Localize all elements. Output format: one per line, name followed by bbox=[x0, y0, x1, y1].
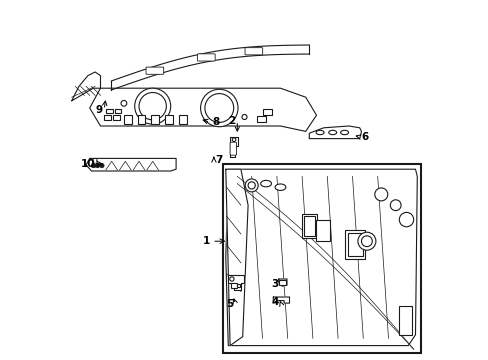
Circle shape bbox=[247, 182, 255, 189]
Bar bbox=[104, 115, 111, 120]
Bar bbox=[223, 164, 420, 353]
Bar bbox=[151, 115, 159, 124]
Bar bbox=[230, 283, 237, 288]
Ellipse shape bbox=[328, 130, 336, 135]
Bar bbox=[137, 115, 145, 124]
Circle shape bbox=[232, 138, 235, 141]
Polygon shape bbox=[89, 88, 316, 131]
Circle shape bbox=[95, 163, 100, 168]
Bar bbox=[279, 280, 285, 285]
Text: 1: 1 bbox=[203, 236, 210, 246]
Bar bbox=[164, 115, 172, 124]
Text: 4: 4 bbox=[271, 297, 278, 307]
Polygon shape bbox=[72, 72, 101, 101]
Bar bbox=[257, 116, 265, 122]
Bar bbox=[237, 284, 240, 287]
Bar bbox=[115, 109, 121, 113]
Circle shape bbox=[244, 179, 258, 192]
Polygon shape bbox=[86, 158, 176, 171]
FancyBboxPatch shape bbox=[244, 48, 262, 55]
Ellipse shape bbox=[260, 180, 271, 187]
Bar bbox=[123, 115, 132, 124]
Circle shape bbox=[100, 163, 104, 168]
Bar bbox=[316, 220, 329, 241]
Bar bbox=[399, 306, 411, 335]
Circle shape bbox=[91, 163, 95, 168]
Circle shape bbox=[200, 89, 238, 127]
Text: 8: 8 bbox=[212, 117, 219, 127]
Bar bbox=[303, 216, 314, 236]
Bar bbox=[262, 109, 271, 115]
Ellipse shape bbox=[316, 130, 324, 135]
Polygon shape bbox=[225, 169, 416, 346]
FancyBboxPatch shape bbox=[197, 54, 215, 61]
Text: 3: 3 bbox=[271, 279, 278, 289]
Circle shape bbox=[399, 212, 413, 227]
Circle shape bbox=[242, 114, 246, 120]
FancyBboxPatch shape bbox=[146, 67, 163, 74]
Polygon shape bbox=[111, 45, 309, 90]
Text: 5: 5 bbox=[226, 299, 233, 309]
Circle shape bbox=[229, 277, 234, 281]
Text: 7: 7 bbox=[215, 155, 223, 165]
Bar bbox=[347, 233, 362, 256]
Circle shape bbox=[134, 88, 170, 124]
Bar bbox=[302, 214, 316, 238]
FancyBboxPatch shape bbox=[230, 142, 236, 155]
Ellipse shape bbox=[340, 130, 348, 135]
Polygon shape bbox=[225, 169, 247, 346]
Circle shape bbox=[361, 236, 371, 247]
Polygon shape bbox=[228, 275, 244, 290]
Text: 2: 2 bbox=[228, 116, 235, 126]
Bar bbox=[345, 230, 365, 259]
Polygon shape bbox=[230, 137, 238, 157]
Circle shape bbox=[139, 93, 166, 120]
Ellipse shape bbox=[275, 184, 285, 190]
Polygon shape bbox=[273, 297, 289, 303]
Circle shape bbox=[374, 188, 387, 201]
Circle shape bbox=[121, 100, 126, 106]
Text: 9: 9 bbox=[95, 105, 102, 115]
Polygon shape bbox=[309, 126, 361, 139]
Text: 6: 6 bbox=[361, 132, 368, 142]
Polygon shape bbox=[278, 279, 286, 286]
Circle shape bbox=[204, 94, 233, 122]
Bar bbox=[178, 115, 186, 124]
Text: 10: 10 bbox=[81, 159, 95, 169]
Bar bbox=[106, 109, 113, 113]
Circle shape bbox=[389, 200, 400, 211]
Bar bbox=[113, 115, 120, 120]
Circle shape bbox=[357, 232, 375, 250]
